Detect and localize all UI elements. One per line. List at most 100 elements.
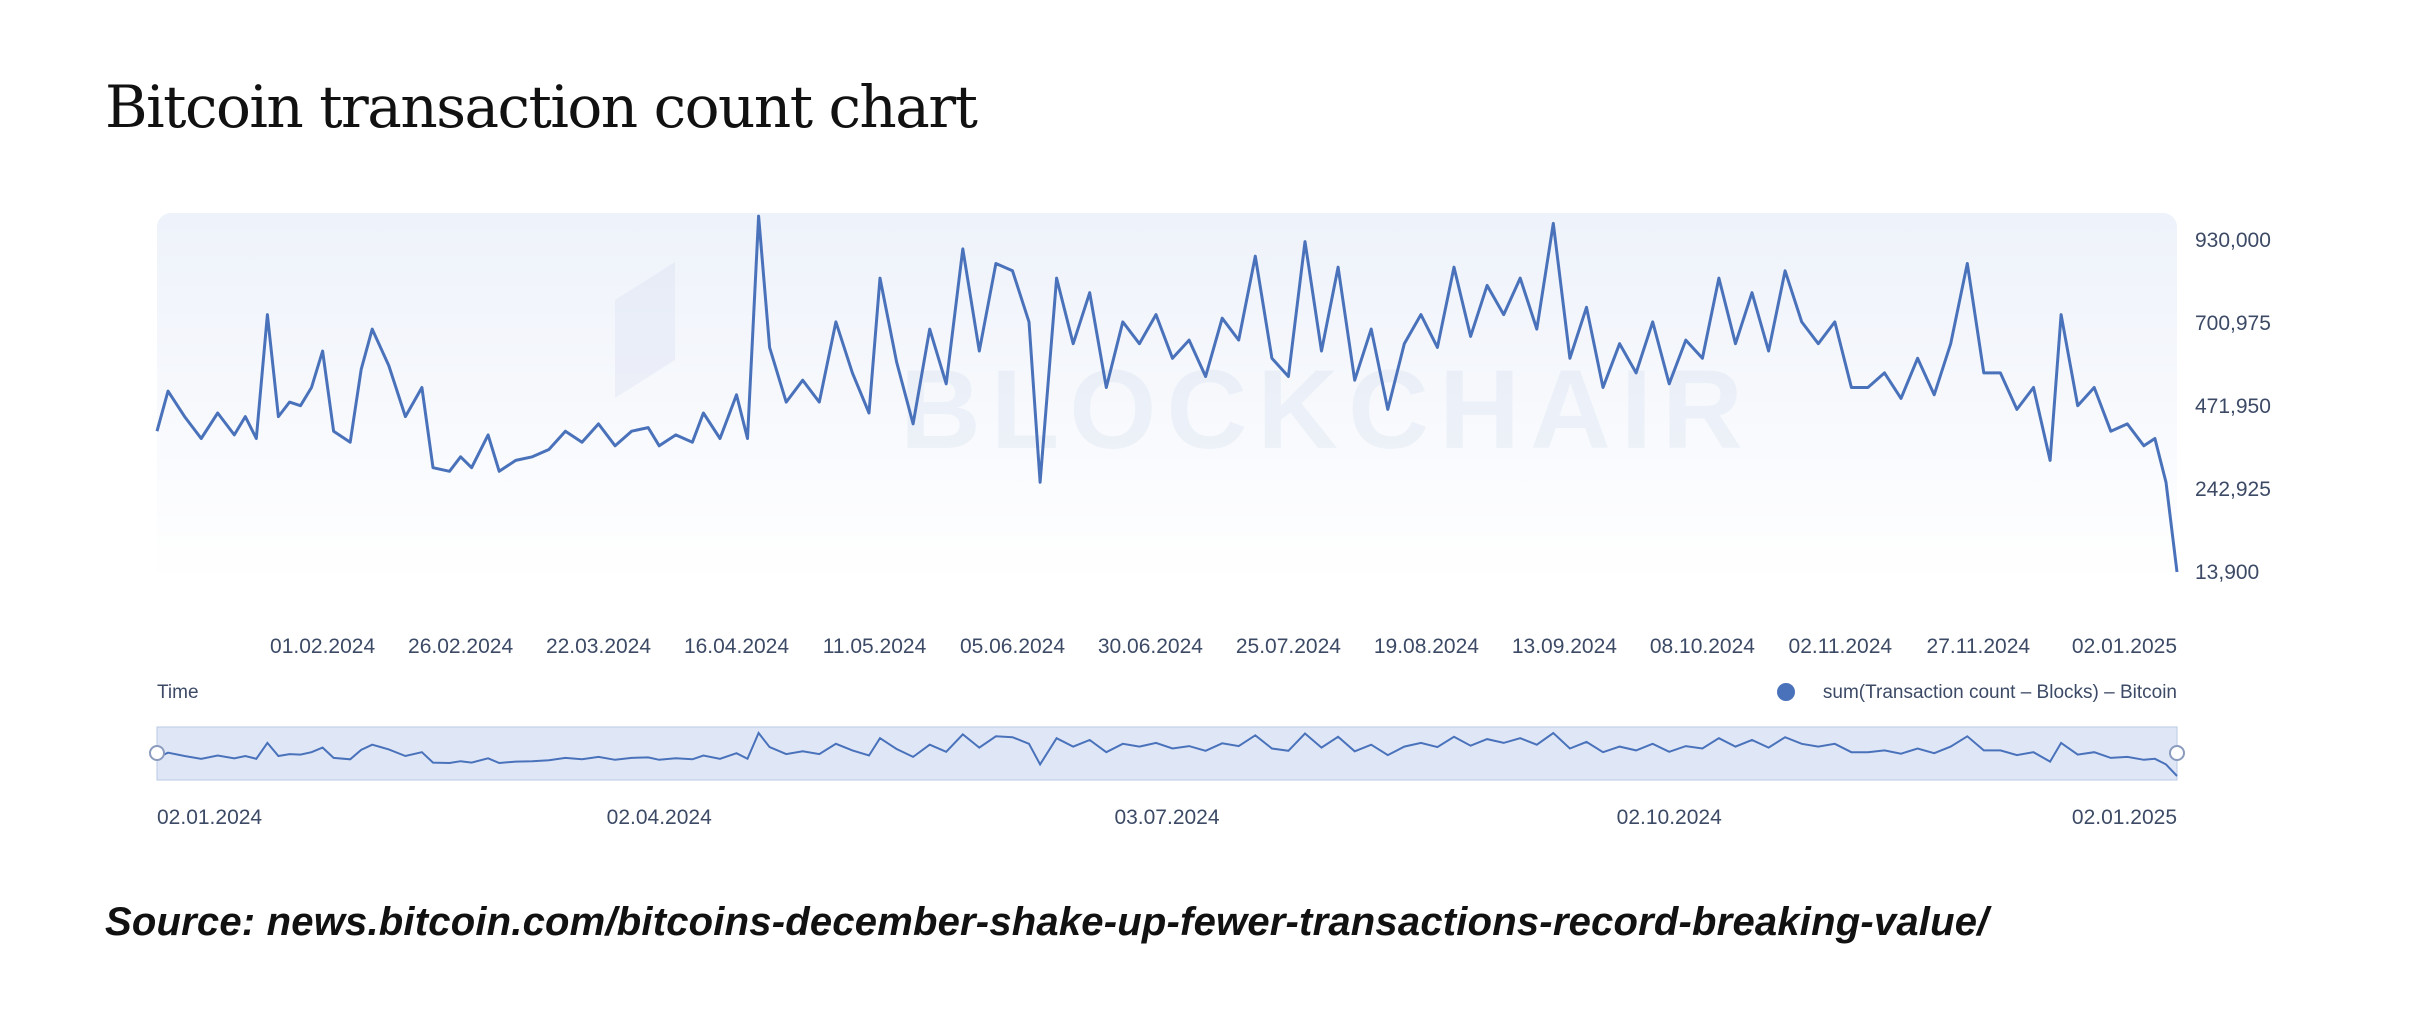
legend-label[interactable]: sum(Transaction count – Blocks) – Bitcoi… xyxy=(1823,682,2177,703)
data-point xyxy=(1949,342,1953,346)
data-point xyxy=(2125,422,2129,426)
x-tick-label: 27.11.2024 xyxy=(1927,635,2031,658)
data-point xyxy=(944,382,948,386)
data-point xyxy=(1767,349,1771,353)
plot-area xyxy=(157,213,2177,583)
data-point xyxy=(348,440,352,444)
data-point xyxy=(746,437,750,441)
data-point xyxy=(1071,342,1075,346)
legend-marker-icon[interactable] xyxy=(1777,683,1795,701)
data-point xyxy=(486,433,490,437)
data-point xyxy=(2164,480,2168,484)
navigator-axis: 02.01.2024 02.04.2024 03.07.2024 02.10.2024… xyxy=(157,806,2177,829)
data-point xyxy=(232,433,236,437)
x-axis-label: Time xyxy=(157,682,199,703)
x-tick-label: 16.04.2024 xyxy=(684,635,789,658)
navigator-tick-label: 02.04.2024 xyxy=(607,806,712,829)
data-point xyxy=(597,422,601,426)
data-point xyxy=(878,276,882,280)
x-tick-label: 01.02.2024 xyxy=(270,635,375,658)
data-point xyxy=(690,440,694,444)
data-point xyxy=(448,469,452,473)
watermark: BLOCKCHAIR xyxy=(615,262,1743,472)
data-point xyxy=(563,429,567,433)
x-tick-label: 19.08.2024 xyxy=(1374,635,1479,658)
data-point xyxy=(1171,356,1175,360)
data-point xyxy=(1899,396,1903,400)
data-point xyxy=(1667,382,1671,386)
data-point xyxy=(1121,320,1125,324)
navigator-right-handle[interactable] xyxy=(2169,745,2185,761)
data-point xyxy=(199,437,203,441)
data-point xyxy=(1038,480,1042,484)
data-point xyxy=(1684,338,1688,342)
data-point xyxy=(459,455,463,459)
data-point xyxy=(1419,313,1423,317)
data-point xyxy=(630,429,634,433)
data-point xyxy=(1253,254,1257,258)
data-point xyxy=(1027,320,1031,324)
data-point xyxy=(994,262,998,266)
data-point xyxy=(784,400,788,404)
data-point xyxy=(895,360,899,364)
data-point xyxy=(735,393,739,397)
data-point xyxy=(1220,316,1224,320)
navigator-tick-label: 02.10.2024 xyxy=(1617,806,1722,829)
data-point xyxy=(431,466,435,470)
data-point xyxy=(321,349,325,353)
data-point xyxy=(1866,386,1870,390)
data-point xyxy=(613,444,617,448)
data-point xyxy=(470,466,474,470)
data-point xyxy=(1502,313,1506,317)
data-point xyxy=(1883,371,1887,375)
data-point xyxy=(2153,437,2157,441)
data-point xyxy=(1916,356,1920,360)
source-citation: Source: news.bitcoin.com/bitcoins-decemb… xyxy=(105,900,1989,944)
data-point xyxy=(2015,407,2019,411)
y-tick-label: 242,925 xyxy=(2195,478,2271,501)
data-point xyxy=(1717,276,1721,280)
data-point xyxy=(530,455,534,459)
navigator-selection[interactable] xyxy=(156,726,2178,781)
y-tick-label: 471,950 xyxy=(2195,395,2271,418)
data-point xyxy=(1700,356,1704,360)
data-point xyxy=(1750,291,1754,295)
range-navigator[interactable] xyxy=(149,726,2185,781)
data-point xyxy=(265,313,269,317)
x-tick-label: 11.05.2024 xyxy=(823,635,927,658)
data-point xyxy=(701,411,705,415)
data-point xyxy=(1734,342,1738,346)
data-point xyxy=(547,448,551,452)
data-point xyxy=(1469,334,1473,338)
data-point xyxy=(1011,269,1015,273)
data-point xyxy=(1237,338,1241,342)
y-tick-label: 700,975 xyxy=(2195,312,2271,335)
data-point xyxy=(674,433,678,437)
data-point xyxy=(310,386,314,390)
data-point xyxy=(768,345,772,349)
watermark-logo-icon xyxy=(615,262,675,398)
data-point xyxy=(2076,404,2080,408)
data-point xyxy=(2032,386,2036,390)
data-point xyxy=(1783,269,1787,273)
data-point xyxy=(166,389,170,393)
data-point xyxy=(1833,320,1837,324)
data-point xyxy=(1402,342,1406,346)
data-point xyxy=(1634,371,1638,375)
data-point xyxy=(977,349,981,353)
data-point xyxy=(183,415,187,419)
data-point xyxy=(1369,327,1373,331)
data-point xyxy=(1485,283,1489,287)
y-axis: 930,000 700,975 471,950 242,925 13,900 xyxy=(2195,229,2271,584)
data-point xyxy=(1618,342,1622,346)
data-point xyxy=(2092,386,2096,390)
data-point xyxy=(403,415,407,419)
x-tick-label: 05.06.2024 xyxy=(960,635,1065,658)
data-point xyxy=(580,440,584,444)
navigator-left-handle[interactable] xyxy=(149,745,165,761)
data-point xyxy=(1336,265,1340,269)
data-point xyxy=(961,247,965,251)
data-point xyxy=(514,458,518,462)
data-point xyxy=(1204,375,1208,379)
